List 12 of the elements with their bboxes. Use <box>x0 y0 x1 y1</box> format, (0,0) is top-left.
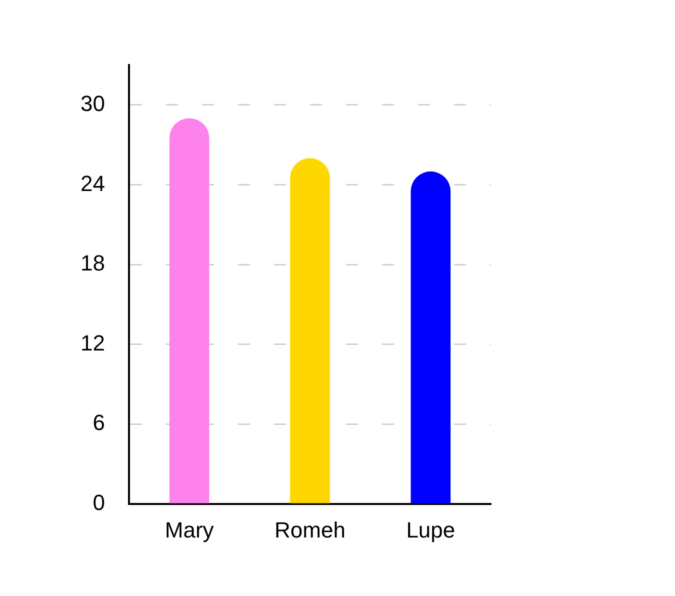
bar <box>290 158 330 504</box>
y-tick-label: 24 <box>80 170 105 196</box>
y-tick-label: 12 <box>80 330 105 356</box>
y-tick-label: 6 <box>92 410 105 436</box>
bar <box>169 118 210 504</box>
x-tick-label: Lupe <box>406 517 456 542</box>
bar <box>410 171 451 504</box>
y-tick-label: 18 <box>80 250 105 276</box>
x-tick-label: Romeh <box>274 517 346 542</box>
x-tick-label: Mary <box>164 517 214 542</box>
y-tick-label: 30 <box>80 90 105 116</box>
y-tick-label: 0 <box>92 490 105 516</box>
